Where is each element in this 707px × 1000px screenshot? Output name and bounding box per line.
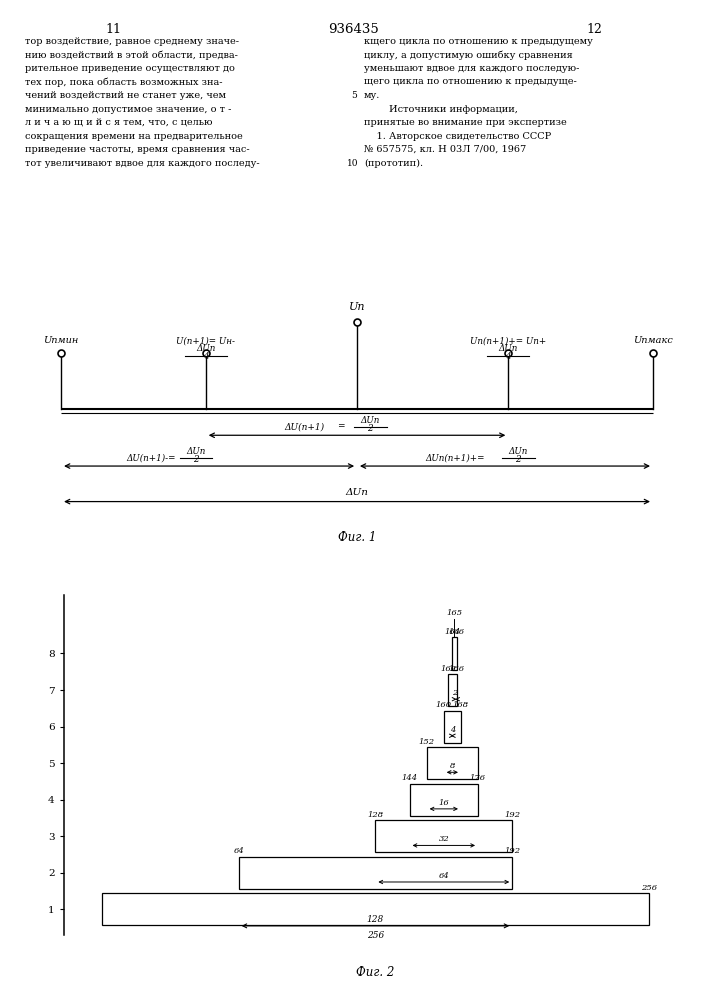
Text: тор воздействие, равное среднему значе-: тор воздействие, равное среднему значе- <box>25 37 239 46</box>
Text: 166: 166 <box>448 665 464 673</box>
Text: ΔUп: ΔUп <box>186 447 206 456</box>
Text: 256: 256 <box>367 931 384 940</box>
Bar <box>444 711 461 743</box>
Text: приведение частоты, время сравнения час-: приведение частоты, время сравнения час- <box>25 145 250 154</box>
Text: ΔUп: ΔUп <box>346 488 368 497</box>
Text: циклу, а допустимую ошибку сравнения: циклу, а допустимую ошибку сравнения <box>364 50 573 60</box>
Text: 192: 192 <box>504 811 520 819</box>
Text: 165: 165 <box>446 609 462 617</box>
Text: 8: 8 <box>450 762 455 770</box>
Text: 4: 4 <box>450 726 455 734</box>
Text: 4: 4 <box>506 352 511 361</box>
Text: Фиг. 2: Фиг. 2 <box>356 966 395 979</box>
Text: 64: 64 <box>438 872 449 880</box>
Text: 2: 2 <box>368 424 373 433</box>
Text: уменьшают вдвое для каждого последую-: уменьшают вдвое для каждого последую- <box>364 64 580 73</box>
Text: Uпмакс: Uпмакс <box>633 336 673 345</box>
Text: 11: 11 <box>105 23 121 36</box>
Text: 168: 168 <box>452 701 469 709</box>
Text: 164: 164 <box>444 628 460 636</box>
Text: л и ч а ю щ и й с я тем, что, с целью: л и ч а ю щ и й с я тем, что, с целью <box>25 118 212 127</box>
Text: 144: 144 <box>402 774 418 782</box>
Bar <box>452 637 457 670</box>
Text: 5: 5 <box>351 91 357 100</box>
Text: 64: 64 <box>233 847 244 855</box>
Bar <box>375 820 512 852</box>
Text: 128: 128 <box>367 915 384 924</box>
Text: 1. Авторское свидетельство СССР: 1. Авторское свидетельство СССР <box>364 132 551 141</box>
Bar <box>102 893 649 925</box>
Text: принятые во внимание при экспертизе: принятые во внимание при экспертизе <box>364 118 567 127</box>
Text: 4: 4 <box>203 352 209 361</box>
Text: сокращения времени на предварительное: сокращения времени на предварительное <box>25 132 243 141</box>
Text: щего цикла по отношению к предыдуще-: щего цикла по отношению к предыдуще- <box>364 78 577 87</box>
Text: 192: 192 <box>504 847 520 855</box>
Text: ΔU(n+1): ΔU(n+1) <box>284 422 325 431</box>
Text: ΔUп: ΔUп <box>508 447 528 456</box>
Text: чений воздействий не станет уже, чем: чений воздействий не станет уже, чем <box>25 91 226 100</box>
Bar <box>409 784 478 816</box>
Text: 160: 160 <box>436 701 452 709</box>
Text: 128: 128 <box>368 811 383 819</box>
Text: 152: 152 <box>419 738 435 746</box>
Text: 2: 2 <box>193 455 199 464</box>
Text: (прототип).: (прототип). <box>364 159 423 168</box>
Text: 176: 176 <box>470 774 486 782</box>
Text: Источники информации,: Источники информации, <box>364 104 518 113</box>
Text: тех пор, пока область возможных зна-: тех пор, пока область возможных зна- <box>25 78 222 87</box>
Text: 162: 162 <box>440 665 456 673</box>
Text: 32: 32 <box>438 835 449 843</box>
Text: нию воздействий в этой области, предва-: нию воздействий в этой области, предва- <box>25 50 238 60</box>
Text: ΔU(n+1)-=: ΔU(n+1)-= <box>127 453 176 462</box>
Text: 256: 256 <box>641 884 657 892</box>
Text: минимально допустимое значение, о т -: минимально допустимое значение, о т - <box>25 104 231 113</box>
Text: Фиг. 1: Фиг. 1 <box>338 531 376 544</box>
Text: Uпмин: Uпмин <box>44 336 78 345</box>
Text: U(n+1)= Uн-: U(n+1)= Uн- <box>176 336 235 345</box>
Text: ΔUп: ΔUп <box>498 344 518 353</box>
Text: 2: 2 <box>452 689 457 697</box>
Text: кщего цикла по отношению к предыдущему: кщего цикла по отношению к предыдущему <box>364 37 593 46</box>
Text: рительное приведение осуществляют до: рительное приведение осуществляют до <box>25 64 235 73</box>
Text: Uп: Uп <box>349 302 366 312</box>
Text: ΔUп: ΔUп <box>196 344 216 353</box>
Bar <box>448 674 457 706</box>
Text: ΔUп: ΔUп <box>361 416 380 425</box>
Text: 10: 10 <box>347 159 358 168</box>
Bar <box>239 857 512 889</box>
Text: № 657575, кл. Н 03Л 7/00, 1967: № 657575, кл. Н 03Л 7/00, 1967 <box>364 145 526 154</box>
Text: 166: 166 <box>448 628 464 636</box>
Text: 16: 16 <box>438 799 449 807</box>
Bar <box>427 747 478 779</box>
Text: 12: 12 <box>586 23 602 36</box>
Text: =: = <box>337 422 345 431</box>
Text: Uп(n+1)+= Uп+: Uп(n+1)+= Uп+ <box>470 336 547 345</box>
Text: 2: 2 <box>515 455 521 464</box>
Text: му.: му. <box>364 91 380 100</box>
Text: 936435: 936435 <box>328 23 379 36</box>
Text: ΔUп(n+1)+=: ΔUп(n+1)+= <box>426 453 485 462</box>
Text: тот увеличивают вдвое для каждого последу-: тот увеличивают вдвое для каждого послед… <box>25 159 259 168</box>
